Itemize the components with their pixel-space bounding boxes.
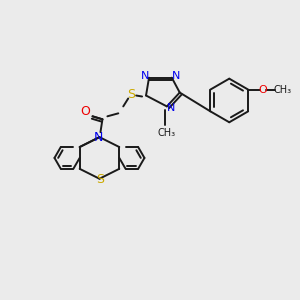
Text: CH₃: CH₃ [158,128,176,138]
Text: N: N [141,71,149,81]
Text: O: O [81,105,91,118]
Text: N: N [167,103,175,113]
Text: S: S [127,88,135,101]
Text: S: S [97,173,104,186]
Text: N: N [172,71,180,81]
Text: N: N [94,130,103,144]
Text: O: O [259,85,267,94]
Text: CH₃: CH₃ [274,85,292,94]
